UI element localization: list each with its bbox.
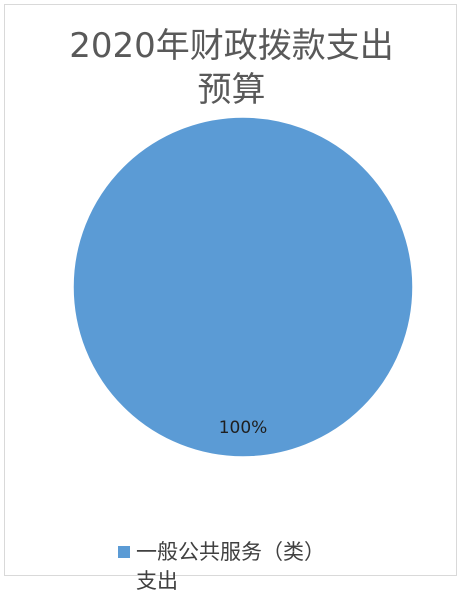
pie-plot: 100% xyxy=(72,116,414,458)
chart-title: 2020年财政拨款支出 预算 xyxy=(0,24,463,112)
legend-swatch xyxy=(118,546,130,558)
legend-label-line-2: 支出 xyxy=(136,569,178,593)
chart-title-line-2: 预算 xyxy=(197,70,266,110)
legend-label-line-1: 一般公共服务（类） xyxy=(136,540,325,564)
data-label: 100% xyxy=(219,418,268,438)
legend: 一般公共服务（类） 支出 xyxy=(118,538,378,596)
pie-slice xyxy=(72,116,414,458)
chart-title-line-1: 2020年财政拨款支出 xyxy=(69,26,394,66)
